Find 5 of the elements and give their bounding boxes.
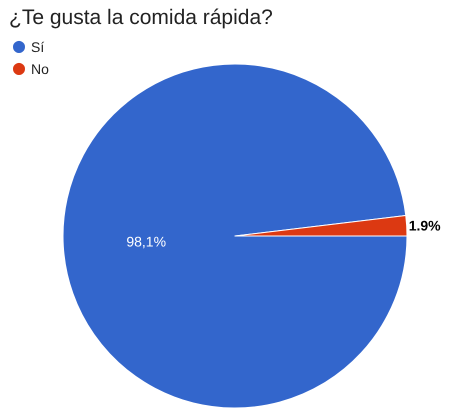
- legend-label: No: [31, 61, 50, 77]
- data-label: 98,1%: [126, 233, 166, 250]
- data-label: 1.9%: [408, 218, 442, 234]
- chart-title: ¿Te gusta la comida rápida?: [9, 6, 273, 29]
- legend-label: Sí: [31, 39, 44, 55]
